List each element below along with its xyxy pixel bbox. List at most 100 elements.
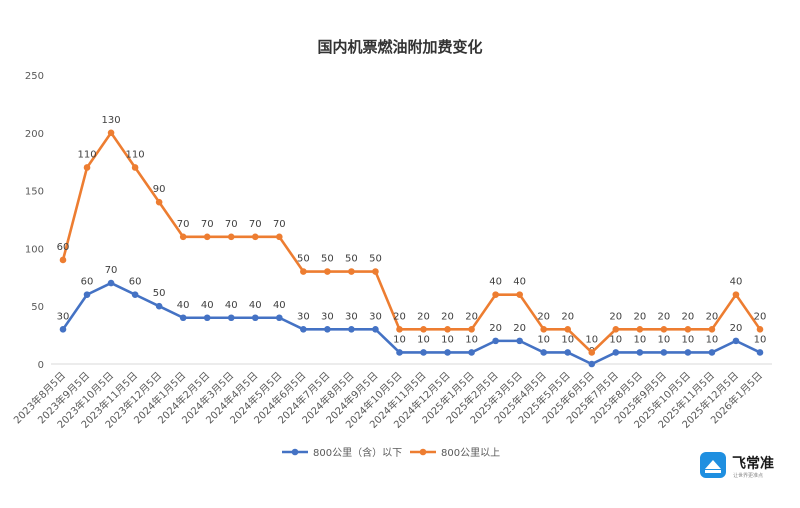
plane-logo-icon — [700, 452, 726, 478]
data-label: 20 — [754, 311, 767, 322]
data-point — [155, 302, 163, 310]
data-point — [468, 349, 475, 356]
data-point — [444, 349, 451, 356]
y-axis: 0 50 100 150 200 250 — [25, 71, 44, 371]
data-label: 10 — [706, 334, 719, 345]
data-point — [179, 314, 187, 322]
data-point — [59, 326, 67, 333]
data-point — [372, 268, 379, 275]
data-label: 20 — [441, 311, 454, 322]
data-point — [444, 326, 451, 333]
data-point — [107, 129, 115, 137]
data-point — [396, 326, 403, 333]
data-point — [203, 314, 211, 322]
legend-item: 800公里（含）以下 — [282, 446, 402, 459]
data-label: 20 — [417, 311, 430, 322]
logo-name: 飞常准 — [732, 455, 774, 472]
data-label: 40 — [201, 300, 214, 311]
data-label: 20 — [513, 323, 526, 334]
data-label: 70 — [201, 219, 214, 230]
data-point — [636, 326, 644, 333]
data-label: 30 — [369, 311, 382, 322]
data-label: 20 — [657, 311, 670, 322]
data-point — [516, 337, 523, 345]
data-label: 50 — [345, 254, 358, 265]
data-point — [564, 349, 572, 356]
data-label: 70 — [249, 219, 262, 230]
y-tick-label: 100 — [25, 244, 44, 255]
data-label: 20 — [682, 311, 695, 322]
data-label: 70 — [177, 219, 190, 230]
data-label: 20 — [465, 311, 478, 322]
data-point — [564, 326, 572, 333]
brand-logo: 飞常准 让世界更准点 — [700, 452, 774, 479]
data-label: 40 — [513, 277, 526, 288]
data-label: 30 — [297, 311, 310, 322]
data-point — [612, 326, 620, 333]
y-tick-label: 150 — [25, 187, 44, 198]
data-point — [251, 233, 259, 241]
data-point — [660, 326, 668, 333]
data-label: 50 — [369, 254, 382, 265]
data-label: 90 — [153, 184, 166, 195]
data-label: 70 — [105, 265, 118, 276]
data-point — [492, 291, 499, 298]
data-point — [131, 164, 139, 171]
data-label: 10 — [585, 334, 598, 345]
data-label: 20 — [537, 311, 550, 322]
data-label: 50 — [321, 254, 334, 265]
data-point — [155, 198, 163, 206]
data-point — [59, 256, 67, 264]
series-line — [61, 281, 761, 366]
data-point — [660, 349, 668, 356]
data-point — [227, 314, 235, 322]
data-label: 10 — [393, 334, 406, 345]
data-point — [732, 337, 740, 345]
data-label: 60 — [57, 242, 70, 253]
data-label: 10 — [682, 334, 695, 345]
data-point — [227, 233, 235, 241]
legend-item: 800公里以上 — [410, 447, 500, 459]
data-point — [396, 349, 403, 356]
data-label: 10 — [754, 334, 767, 345]
legend-marker — [291, 448, 299, 456]
data-label: 110 — [126, 149, 145, 160]
data-point — [708, 349, 716, 356]
data-label: 10 — [609, 334, 622, 345]
data-point — [107, 279, 115, 287]
data-label: 10 — [537, 334, 550, 345]
data-label: 40 — [489, 277, 502, 288]
data-point — [203, 233, 211, 241]
data-label: 50 — [153, 288, 166, 299]
data-label: 10 — [441, 334, 454, 345]
data-point — [300, 326, 307, 333]
legend-marker — [419, 448, 427, 456]
data-label: 30 — [57, 311, 70, 322]
data-label: 20 — [609, 311, 622, 322]
data-point — [348, 268, 355, 275]
data-point — [516, 291, 523, 298]
data-label: 70 — [225, 219, 238, 230]
data-label: 20 — [730, 323, 743, 334]
data-label: 20 — [489, 323, 502, 334]
data-point — [276, 314, 283, 322]
data-point — [540, 326, 547, 333]
y-tick-label: 200 — [25, 129, 44, 140]
data-point — [588, 349, 596, 356]
data-label: 20 — [393, 311, 406, 322]
data-point — [300, 268, 307, 275]
data-label: 40 — [730, 277, 743, 288]
data-label: 40 — [273, 300, 286, 311]
data-label: 40 — [249, 300, 262, 311]
data-point — [684, 326, 692, 333]
data-point — [324, 268, 331, 275]
series-line — [61, 131, 762, 354]
y-tick-label: 250 — [25, 71, 44, 82]
data-label: 110 — [77, 149, 96, 160]
data-label: 70 — [273, 219, 286, 230]
data-point — [372, 326, 379, 333]
data-point — [756, 349, 764, 356]
data-point — [276, 233, 283, 241]
